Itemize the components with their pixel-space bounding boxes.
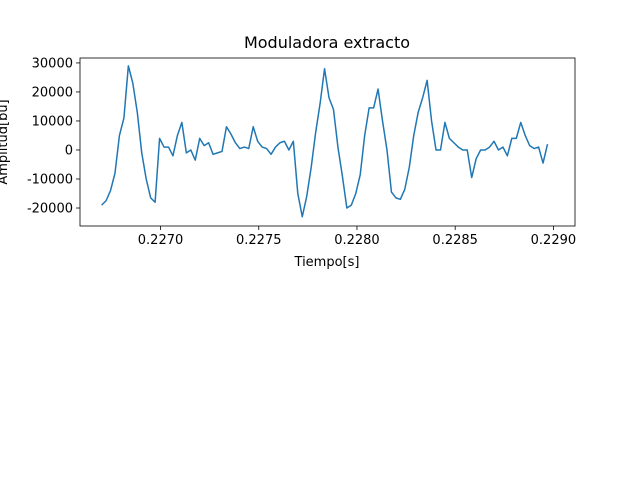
x-tick-label: 0.2280 <box>334 233 380 248</box>
x-axis-label: Tiempo[s] <box>294 255 360 270</box>
y-tick-label: -20000 <box>27 202 73 217</box>
y-tick-label: 20000 <box>32 85 73 100</box>
data-line <box>101 65 549 218</box>
y-axis-label: Amplitud[bu] <box>0 99 11 184</box>
chart-title: Moduladora extracto <box>244 33 410 52</box>
x-tick-label: 0.2290 <box>531 233 577 248</box>
y-tick-label: -10000 <box>27 172 73 187</box>
x-tick-label: 0.2275 <box>236 233 282 248</box>
y-tick-label: 10000 <box>32 114 73 129</box>
x-tick-label: 0.2285 <box>432 233 478 248</box>
x-tick-label: 0.2270 <box>138 233 184 248</box>
y-tick-label: 30000 <box>32 56 73 71</box>
plot-frame <box>79 57 576 227</box>
y-tick-label: 0 <box>65 143 73 158</box>
